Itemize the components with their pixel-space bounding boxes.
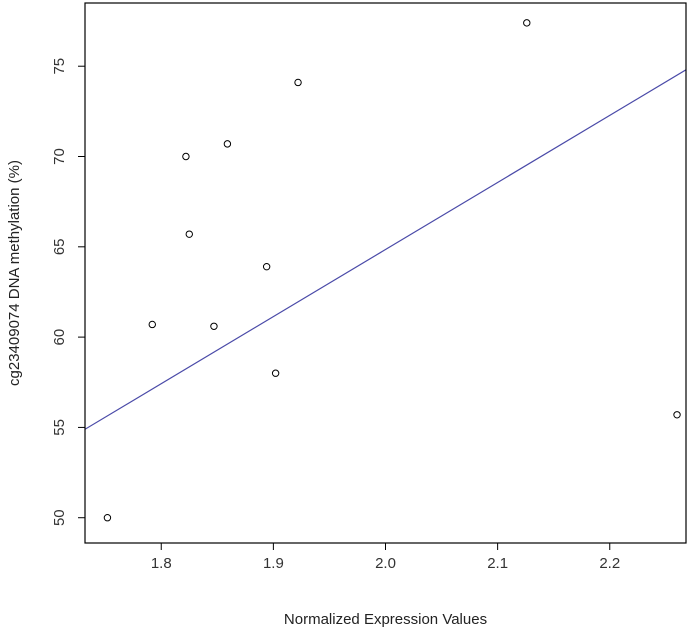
regression-line: [85, 69, 686, 430]
plot-frame: [84, 2, 687, 544]
y-tick-label: 75: [51, 58, 68, 75]
x-tick-label: 2.1: [487, 555, 508, 572]
data-point: [185, 230, 193, 238]
data-point: [262, 262, 271, 271]
data-point: [182, 152, 190, 161]
data-point: [103, 514, 112, 522]
data-point: [223, 140, 232, 148]
x-tick-label: 2.2: [599, 555, 620, 572]
data-point: [271, 369, 280, 377]
data-point: [210, 322, 218, 330]
data-point: [673, 411, 681, 419]
data-point: [148, 320, 156, 329]
data-point: [294, 78, 302, 87]
x-tick-label: 1.8: [151, 555, 172, 572]
y-tick-label: 55: [51, 419, 68, 436]
x-axis-label: Normalized Expression Values: [284, 611, 487, 628]
x-tick-label: 2.0: [375, 555, 396, 572]
x-tick-label: 1.9: [263, 555, 284, 572]
data-point: [523, 19, 531, 27]
y-tick-label: 65: [51, 238, 68, 255]
y-tick-label: 60: [51, 329, 68, 346]
y-tick-label: 70: [51, 148, 68, 165]
y-axis-label: cg23409074 DNA methylation (%): [6, 160, 23, 386]
plot-layer: 1.8 1.9 2.0 2.1 2.2 50 55 60 65 70 75: [51, 2, 687, 572]
y-tick-label: 50: [51, 509, 68, 526]
